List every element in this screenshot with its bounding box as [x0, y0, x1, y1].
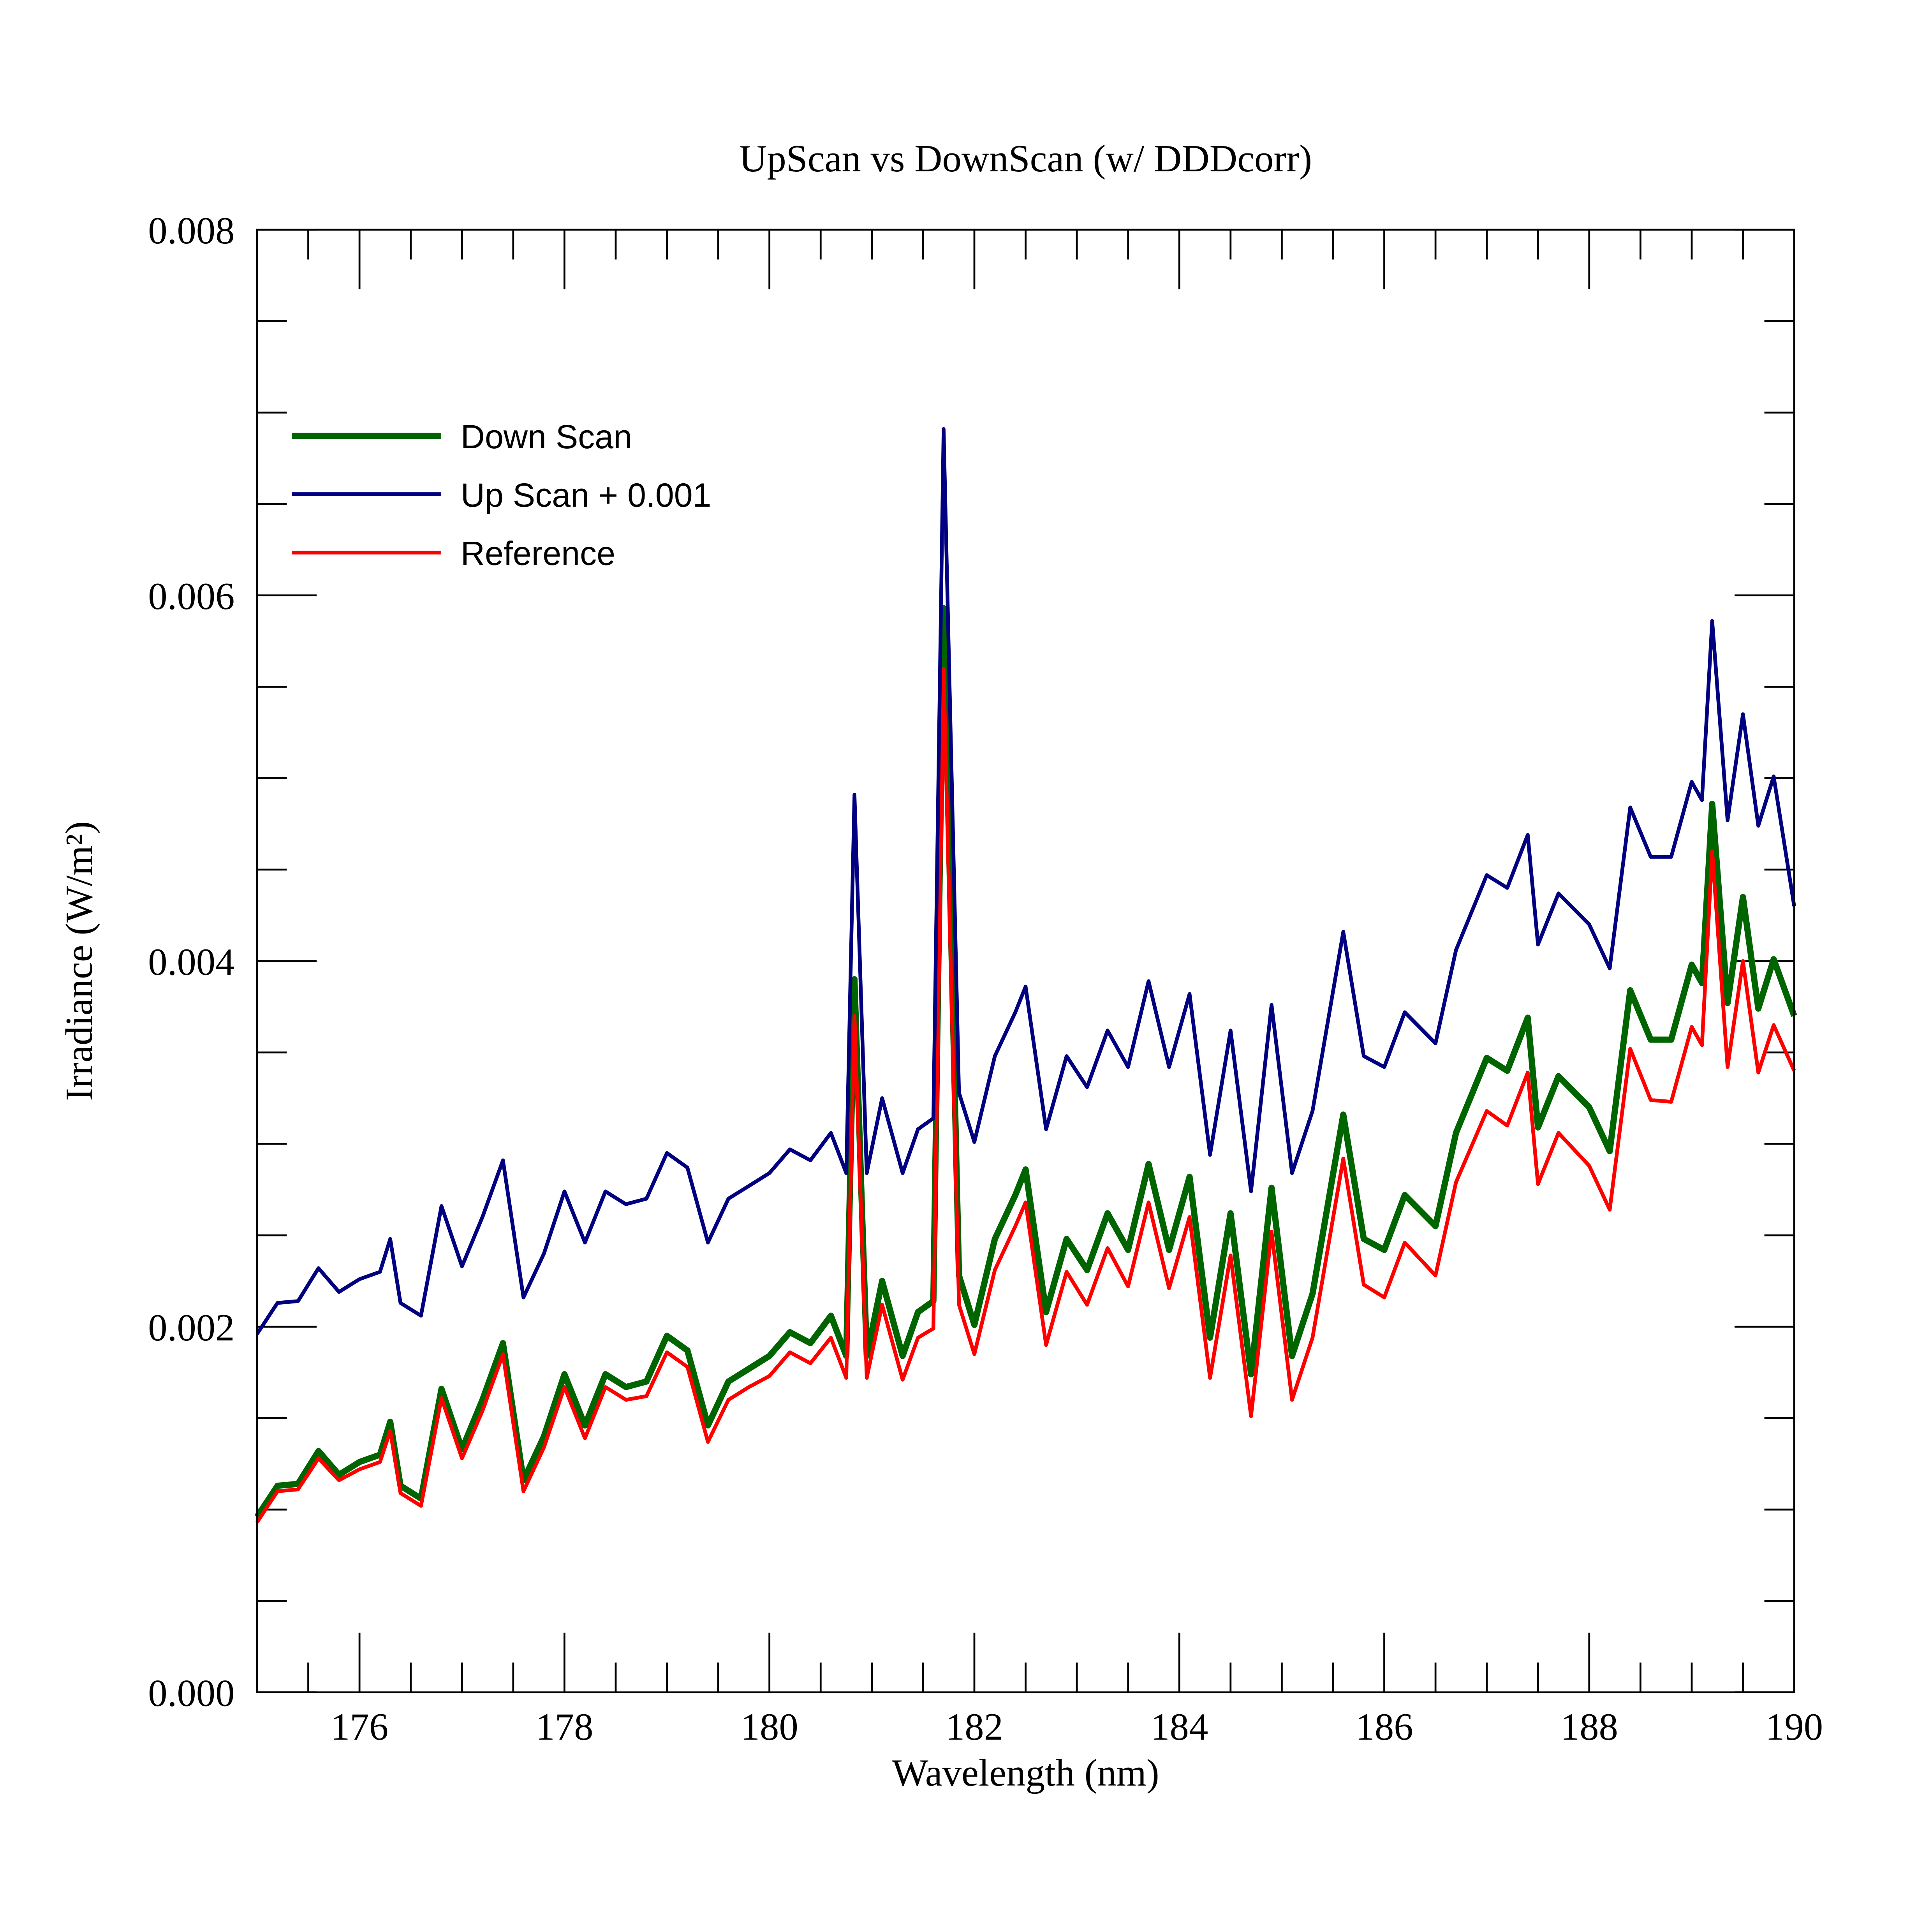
y-tick-label: 0.004: [148, 941, 234, 983]
chart-title: UpScan vs DownScan (w/ DDDcorr): [739, 137, 1312, 180]
line-series: [255, 666, 1796, 1523]
y-tick-label: 0.006: [148, 575, 234, 618]
line-series: [255, 427, 1796, 1335]
y-tick-label: 0.002: [148, 1307, 234, 1349]
legend-label: Reference: [461, 535, 615, 572]
x-tick-label: 180: [741, 1706, 798, 1748]
x-tick-label: 184: [1150, 1706, 1208, 1748]
x-axis-label: Wavelength (nm): [892, 1752, 1159, 1794]
line-series: [254, 605, 1797, 1519]
x-tick-label: 182: [946, 1706, 1003, 1748]
legend-label: Down Scan: [461, 418, 632, 456]
plot-frame: [256, 229, 1795, 1694]
x-tick-label: 186: [1355, 1706, 1413, 1748]
legend-label: Up Scan + 0.001: [461, 477, 712, 514]
x-tick-label: 178: [535, 1706, 593, 1748]
y-tick-label: 0.000: [148, 1672, 234, 1715]
x-tick-label: 190: [1765, 1706, 1823, 1748]
y-tick-label: 0.008: [148, 210, 234, 252]
x-tick-label: 176: [331, 1706, 388, 1748]
x-tick-label: 188: [1560, 1706, 1618, 1748]
y-axis-label: Irradiance (W/m²): [58, 821, 100, 1101]
